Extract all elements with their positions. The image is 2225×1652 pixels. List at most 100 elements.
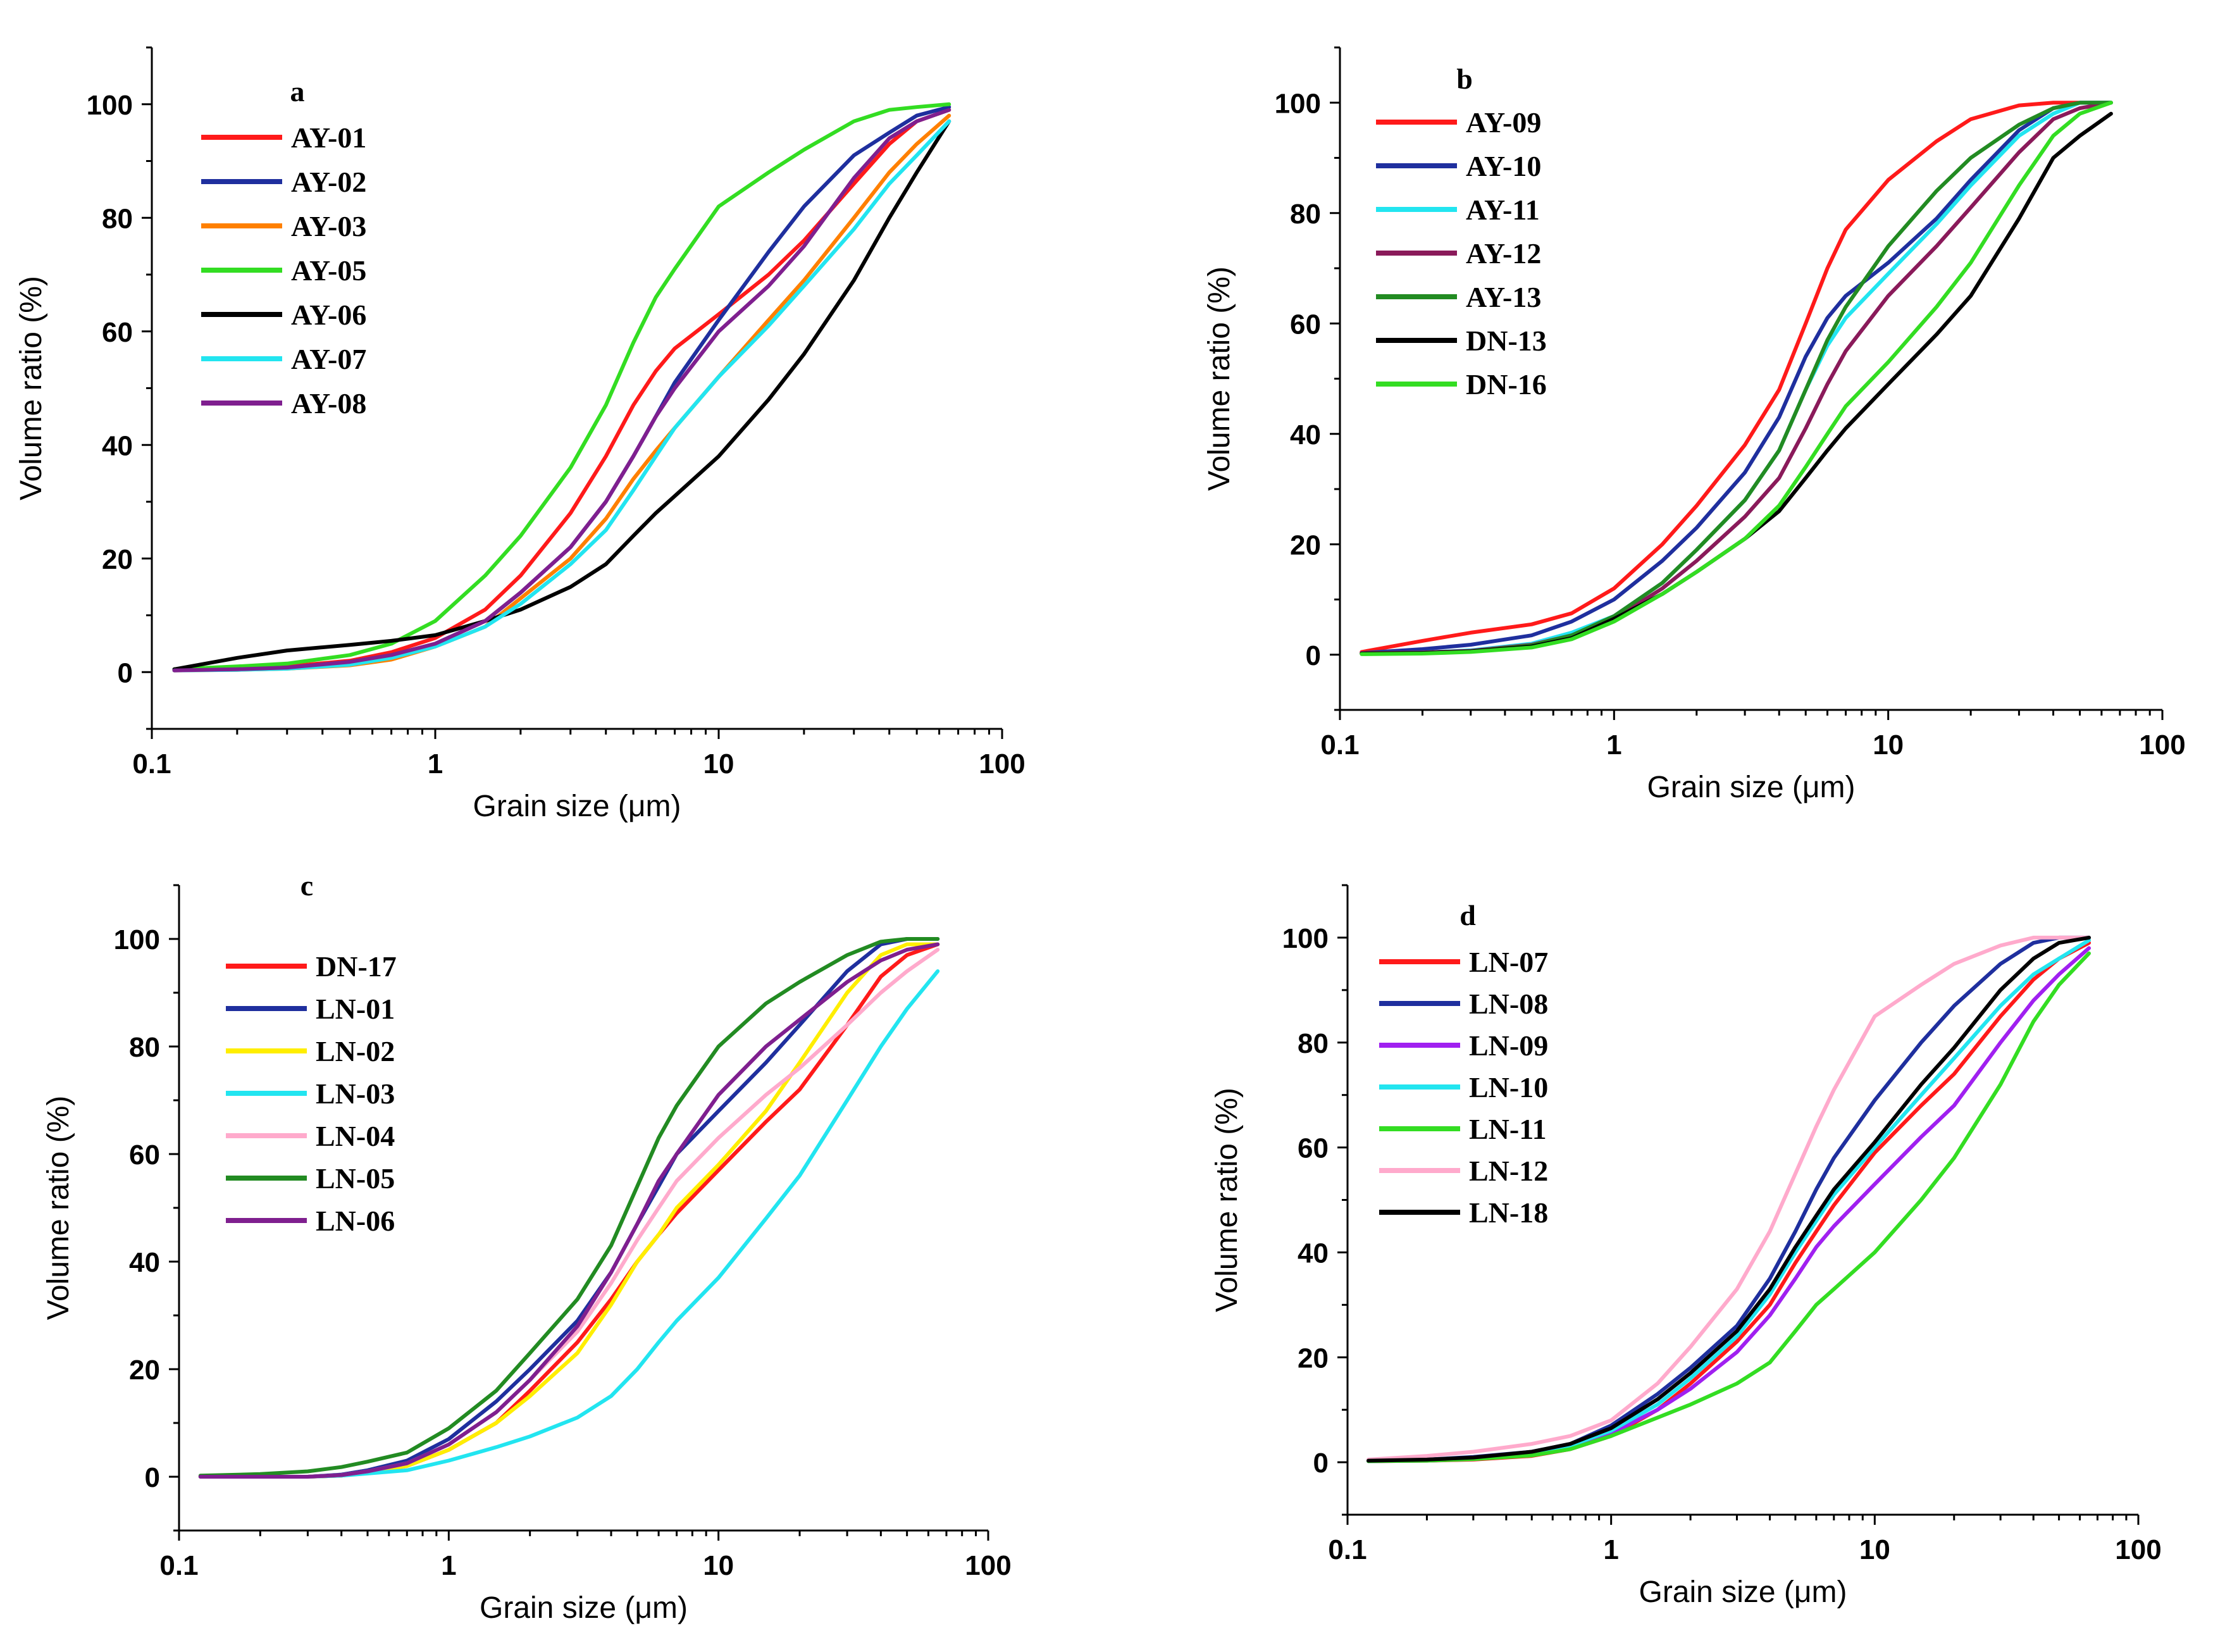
legend-label: AY-06 xyxy=(291,299,366,331)
legend-label: LN-02 xyxy=(316,1035,395,1067)
x-tick-label: 100 xyxy=(2115,1534,2161,1565)
y-tick-label: 40 xyxy=(102,430,133,461)
legend-label: LN-06 xyxy=(316,1205,395,1237)
series-line-ay-08 xyxy=(172,108,951,673)
legend-label: LN-10 xyxy=(1469,1071,1548,1103)
legend-label: LN-07 xyxy=(1469,946,1548,978)
series-line-ln-12 xyxy=(1367,935,2091,1462)
y-tick-label: 60 xyxy=(1290,309,1321,340)
legend-label: DN-17 xyxy=(316,950,397,983)
y-tick-label: 60 xyxy=(129,1140,160,1171)
x-tick-label: 0.1 xyxy=(1320,730,1359,761)
series-line-ay-09 xyxy=(1360,101,2113,654)
y-tick-label: 100 xyxy=(114,924,160,955)
series-line-ln-06 xyxy=(198,942,940,1479)
legend-label: LN-03 xyxy=(316,1078,395,1110)
y-tick-label: 60 xyxy=(1298,1133,1329,1164)
legend-label: LN-12 xyxy=(1469,1155,1548,1187)
y-tick-label: 40 xyxy=(1298,1238,1329,1269)
y-axis-title: Volume ratio (%) xyxy=(1210,1088,1244,1312)
y-tick-label: 100 xyxy=(87,90,133,121)
series-line-ln-11 xyxy=(1367,951,2091,1463)
panel-d: 0 20 40 60 80 100 0.1 1 10 100 Grain size (μm) Volu… xyxy=(1210,884,2162,1609)
y-tick-label: 60 xyxy=(102,317,133,348)
series-line-ay-06 xyxy=(172,119,951,671)
legend-label: LN-01 xyxy=(316,993,395,1025)
legend-label: AY-03 xyxy=(291,210,366,242)
y-tick-label: 0 xyxy=(145,1462,160,1493)
panel-label: a xyxy=(290,75,305,108)
y-tick-label: 20 xyxy=(1290,530,1321,561)
x-tick-label: 1 xyxy=(1606,730,1621,761)
x-tick-label: 0.1 xyxy=(1328,1534,1367,1565)
legend-label: DN-16 xyxy=(1466,368,1547,401)
x-tick-label: 100 xyxy=(2139,730,2185,761)
legend-label: AY-08 xyxy=(291,387,366,419)
x-axis-title: Grain size (μm) xyxy=(480,1591,688,1625)
series-line-dn-16 xyxy=(1360,101,2113,656)
legend: LN-07 LN-08 LN-09 LN-10 LN-11 LN-12 LN-18 xyxy=(1379,946,1548,1229)
y-tick-label: 40 xyxy=(1290,419,1321,450)
x-tick-label: 1 xyxy=(441,1550,456,1581)
series-line-ln-05 xyxy=(198,937,940,1478)
y-tick-label: 20 xyxy=(102,544,133,575)
legend-label: LN-18 xyxy=(1469,1196,1548,1229)
x-tick-label: 1 xyxy=(428,748,443,779)
panel-label: b xyxy=(1456,63,1473,95)
y-tick-label: 0 xyxy=(1306,640,1321,671)
x-axis-title: Grain size (μm) xyxy=(473,790,681,823)
legend: DN-17 LN-01 LN-02 LN-03 LN-04 LN-05 LN-06 xyxy=(226,950,397,1237)
legend-label: AY-13 xyxy=(1466,281,1541,313)
legend-label: LN-05 xyxy=(316,1162,395,1195)
series-line-ay-07 xyxy=(172,119,951,673)
x-axis-title: Grain size (μm) xyxy=(1647,771,1855,804)
y-axis-title: Volume ratio (%) xyxy=(42,1096,75,1320)
y-tick-label: 80 xyxy=(1298,1028,1329,1059)
legend-label: AY-05 xyxy=(291,254,366,287)
series-line-ay-10 xyxy=(1360,101,2113,655)
legend: AY-01 AY-02 AY-03 AY-05 AY-06 AY-07 AY-08 xyxy=(201,121,366,419)
x-tick-label: 100 xyxy=(979,748,1025,779)
y-tick-label: 80 xyxy=(129,1032,160,1063)
panel-label: d xyxy=(1460,899,1476,931)
y-tick-label: 80 xyxy=(102,203,133,234)
panel-c: 0 20 40 60 80 100 0.1 1 10 100 Grain size (μm) Volu… xyxy=(42,869,1012,1625)
y-tick-label: 20 xyxy=(1298,1343,1329,1374)
panel-b: 0 20 40 60 80 100 0.1 1 10 100 Grain size (μm) Volu… xyxy=(1203,46,2186,804)
y-tick-label: 0 xyxy=(118,657,133,688)
legend-label: LN-08 xyxy=(1469,988,1548,1020)
legend-label: AY-07 xyxy=(291,343,366,375)
y-tick-label: 80 xyxy=(1290,199,1321,230)
y-tick-label: 40 xyxy=(129,1247,160,1278)
panel-a: 0 20 40 60 80 100 0.1 1 10 100 Grain size (μm) Volu… xyxy=(15,46,1026,823)
series-line-ln-03 xyxy=(198,969,940,1479)
legend-label: AY-11 xyxy=(1466,194,1540,226)
x-tick-label: 10 xyxy=(703,1550,734,1581)
legend-label: DN-13 xyxy=(1466,325,1547,357)
x-tick-label: 1 xyxy=(1603,1534,1618,1565)
x-tick-label: 10 xyxy=(703,748,734,779)
x-axis-title: Grain size (μm) xyxy=(1639,1575,1847,1609)
legend-label: AY-10 xyxy=(1466,150,1541,182)
x-tick-label: 0.1 xyxy=(159,1550,198,1581)
legend: AY-09 AY-10 AY-11 AY-12 AY-13 DN-13 DN-16 xyxy=(1376,106,1547,401)
y-tick-label: 100 xyxy=(1275,88,1321,119)
x-tick-label: 10 xyxy=(1873,730,1904,761)
series-line-ln-04 xyxy=(198,948,940,1479)
series-line-ln-02 xyxy=(198,942,940,1479)
series-line-ln-18 xyxy=(1367,935,2091,1463)
legend-label: AY-09 xyxy=(1466,106,1541,139)
legend-label: LN-04 xyxy=(316,1120,395,1152)
y-axis-title: Volume ratio (%) xyxy=(1203,266,1236,491)
legend-label: LN-11 xyxy=(1469,1113,1547,1145)
legend-label: AY-01 xyxy=(291,121,366,154)
x-tick-label: 100 xyxy=(965,1550,1011,1581)
legend-label: AY-12 xyxy=(1466,237,1541,270)
panel-label: c xyxy=(301,869,313,902)
legend-label: LN-09 xyxy=(1469,1029,1548,1062)
x-tick-label: 0.1 xyxy=(132,748,171,779)
y-tick-label: 100 xyxy=(1282,923,1329,954)
y-tick-label: 0 xyxy=(1313,1448,1329,1479)
legend-label: AY-02 xyxy=(291,166,366,198)
